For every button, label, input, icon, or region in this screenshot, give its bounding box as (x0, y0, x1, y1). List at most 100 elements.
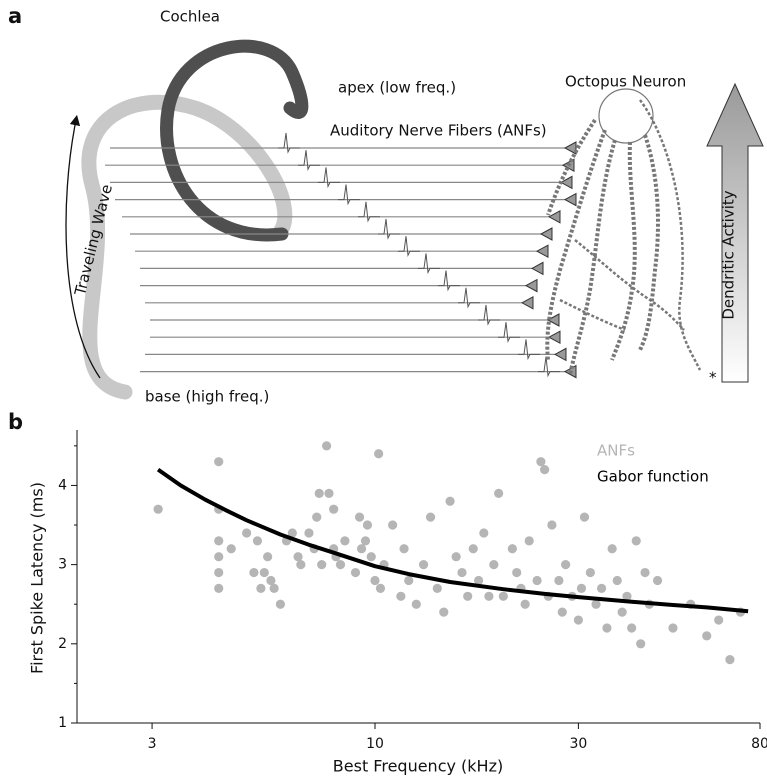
spike (418, 253, 440, 275)
panel-label: a (8, 4, 22, 28)
data-point (388, 520, 398, 530)
data-point (356, 544, 367, 554)
data-point (596, 583, 607, 593)
data-point (463, 591, 473, 601)
data-point (607, 544, 617, 554)
data-point (561, 560, 571, 570)
synapse (546, 313, 560, 327)
data-point (652, 575, 663, 586)
data-point (317, 560, 327, 570)
data-point (702, 631, 712, 641)
spike (538, 356, 560, 378)
data-point (304, 528, 314, 538)
data-point (636, 639, 646, 649)
x-tick-label: 80 (751, 736, 767, 752)
data-point (296, 560, 306, 570)
spike (498, 322, 520, 343)
data-point (404, 575, 414, 586)
y-tick-label: 4 (58, 477, 67, 493)
data-point (259, 567, 269, 578)
data-point (362, 520, 373, 530)
synapse (539, 227, 553, 241)
data-point (725, 655, 735, 665)
data-point (324, 488, 334, 498)
synapse (520, 295, 534, 310)
data-point (602, 623, 612, 633)
data-point (374, 449, 384, 459)
data-point (622, 591, 632, 601)
data-point (547, 520, 557, 530)
legend-entry: Gabor function (597, 468, 709, 486)
data-point (524, 536, 534, 546)
data-point (275, 599, 286, 609)
x-tick-label: 30 (569, 736, 587, 752)
data-point (617, 607, 627, 617)
synapse (563, 141, 577, 155)
data-point (494, 488, 504, 498)
data-point (627, 623, 637, 633)
data-point (354, 512, 365, 522)
neuron-label: Octopus Neuron (565, 73, 686, 91)
data-point (532, 575, 542, 586)
nerve-fibers (105, 132, 577, 379)
data-point (474, 575, 484, 586)
diagram: a Cochlea apex (low freq.) Octopus Neuro… (8, 4, 764, 406)
data-point (269, 583, 279, 593)
spike (318, 167, 340, 189)
data-point (576, 583, 587, 593)
base-label: base (high freq.) (145, 388, 269, 406)
data-point (489, 560, 499, 570)
spike (398, 236, 420, 257)
data-point (214, 536, 224, 546)
spike (478, 304, 500, 326)
spike (298, 150, 320, 171)
y-tick-label: 2 (58, 636, 67, 652)
data-point (360, 536, 371, 546)
data-point (579, 512, 590, 522)
traveling-wave-arrow (65, 114, 101, 379)
spike (278, 132, 300, 154)
data-point (512, 567, 522, 578)
fit-line (156, 467, 749, 614)
data-point (249, 567, 259, 578)
data-point (293, 552, 303, 562)
data-point (321, 441, 332, 451)
data-point (451, 552, 461, 562)
synapse (559, 175, 573, 190)
data-point (554, 575, 564, 586)
spike (338, 184, 360, 206)
x-axis-title: Best Frequency (kHz) (333, 757, 503, 776)
data-point (432, 583, 442, 593)
data-point (536, 457, 546, 467)
data-point (484, 591, 494, 601)
data-point (214, 567, 224, 578)
data-point (340, 536, 350, 546)
data-point (520, 599, 530, 609)
asterisk: * (709, 369, 717, 387)
data-point (640, 567, 650, 578)
data-point (445, 496, 455, 506)
data-point (418, 560, 429, 570)
data-point (714, 615, 724, 625)
synapse (547, 209, 561, 224)
data-point (350, 567, 361, 578)
data-point (314, 488, 324, 498)
data-point (214, 457, 224, 467)
spike (358, 201, 380, 223)
data-point (411, 599, 421, 609)
data-point (573, 615, 583, 625)
apex-label: apex (low freq.) (338, 79, 456, 97)
data-point (375, 583, 386, 593)
data-point (668, 623, 678, 633)
data-point (329, 504, 339, 514)
data-point (498, 591, 508, 601)
data-point (312, 512, 322, 522)
synapse (563, 192, 577, 207)
data-point (557, 607, 567, 617)
octopus-neuron (545, 88, 702, 376)
data-point (370, 575, 380, 586)
spike (458, 287, 480, 309)
data-point (396, 591, 406, 601)
